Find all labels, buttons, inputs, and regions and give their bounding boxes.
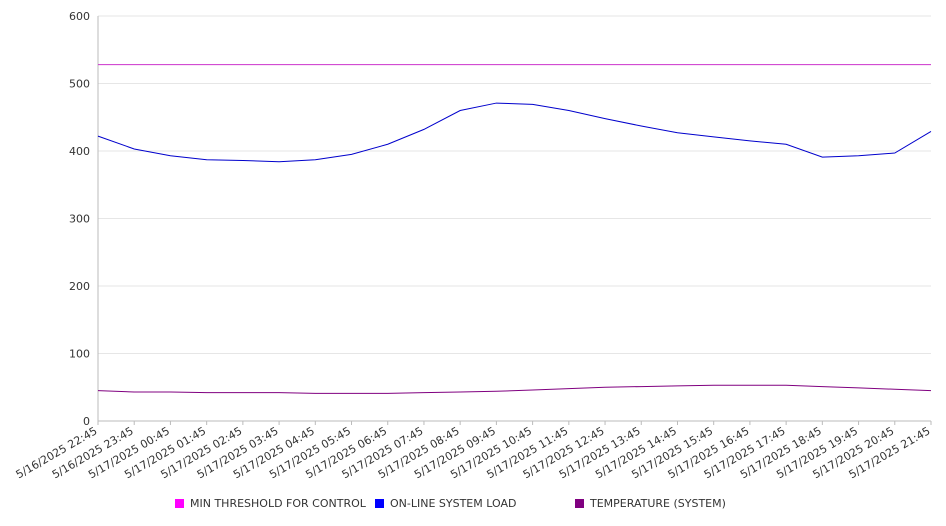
legend-item-min-threshold: MIN THRESHOLD FOR CONTROL [175, 497, 366, 510]
legend: MIN THRESHOLD FOR CONTROL ON-LINE SYSTEM… [0, 497, 946, 515]
legend-swatch-min-threshold [175, 499, 184, 508]
legend-swatch-temperature-system [575, 499, 584, 508]
y-axis-ticks: 0 100 200 300 400 500 600 [69, 10, 90, 428]
y-tick-label: 500 [69, 78, 90, 91]
x-axis-ticks: 5/16/2025 22:455/16/2025 23:455/17/2025 … [14, 421, 933, 481]
y-tick-label: 0 [83, 415, 90, 428]
y-tick-label: 400 [69, 145, 90, 158]
legend-item-online-system-load: ON-LINE SYSTEM LOAD [375, 497, 516, 510]
series-line-temperature-system [97, 384, 932, 394]
y-tick-label: 600 [69, 10, 90, 23]
gridlines [98, 15, 931, 354]
series-lines [97, 64, 932, 394]
axes [97, 16, 931, 422]
legend-item-temperature-system: TEMPERATURE (SYSTEM) [575, 497, 726, 510]
legend-swatch-online-system-load [375, 499, 384, 508]
legend-label-temperature-system: TEMPERATURE (SYSTEM) [590, 497, 726, 510]
legend-label-min-threshold: MIN THRESHOLD FOR CONTROL [190, 497, 366, 510]
y-tick-label: 300 [69, 213, 90, 226]
series-line-online-system-load [97, 102, 932, 163]
y-tick-label: 100 [69, 348, 90, 361]
y-tick-label: 200 [69, 280, 90, 293]
legend-label-online-system-load: ON-LINE SYSTEM LOAD [390, 497, 517, 510]
